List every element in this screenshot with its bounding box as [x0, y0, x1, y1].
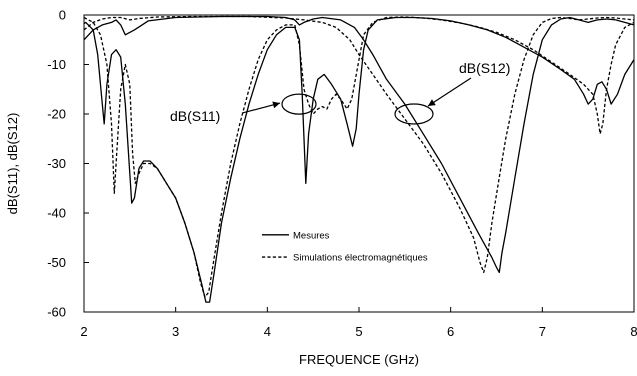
y-tick-label: 0 [59, 8, 66, 23]
legend-label-simulations: Simulations électromagnétiques [293, 253, 428, 264]
x-axis-label: FREQUENCE (GHz) [299, 352, 419, 367]
legend: Mesures Simulations électromagnétiques [262, 230, 428, 264]
y-axis-label: dB(S11), dB(S12) [5, 113, 20, 215]
x-tick-label: 3 [172, 324, 179, 339]
legend-label-measures: Mesures [293, 230, 330, 241]
x-tick-label: 8 [630, 324, 637, 339]
annotation-label-s12: dB(S12) [459, 60, 510, 76]
y-tick-label: -20 [47, 107, 66, 122]
x-tick-label: 2 [80, 324, 87, 339]
annotation-arrow-s12-head [428, 99, 436, 106]
annotation-label-s11: dB(S11) [170, 108, 220, 124]
series-line-3-dashed [84, 15, 634, 274]
series-line-1-solid [84, 15, 634, 274]
annotations: dB(S11) dB(S12) [170, 60, 510, 125]
series-line-0-solid [84, 16, 634, 303]
y-tick-label: -40 [47, 206, 66, 221]
y-tick-label: -30 [47, 156, 66, 171]
annotation-circle-s11 [281, 93, 317, 115]
series-layer [84, 15, 634, 303]
annotation-arrow-s12 [427, 77, 472, 107]
y-tick-label: -60 [47, 305, 66, 320]
y-tick-label: -10 [47, 57, 66, 72]
annotation-circle-s12 [394, 103, 434, 125]
x-tick-label: 4 [264, 324, 271, 339]
x-tick-label: 7 [539, 324, 546, 339]
series-line-2-dashed [84, 16, 634, 298]
x-tick-label: 6 [447, 324, 454, 339]
x-tick-label: 5 [355, 324, 362, 339]
annotation-arrow-s11-head [272, 101, 280, 109]
axis-ticks: 2 3 4 5 6 7 8 0 -10 -20 -30 -40 -50 -60 [47, 8, 637, 340]
y-tick-label: -50 [47, 255, 66, 270]
